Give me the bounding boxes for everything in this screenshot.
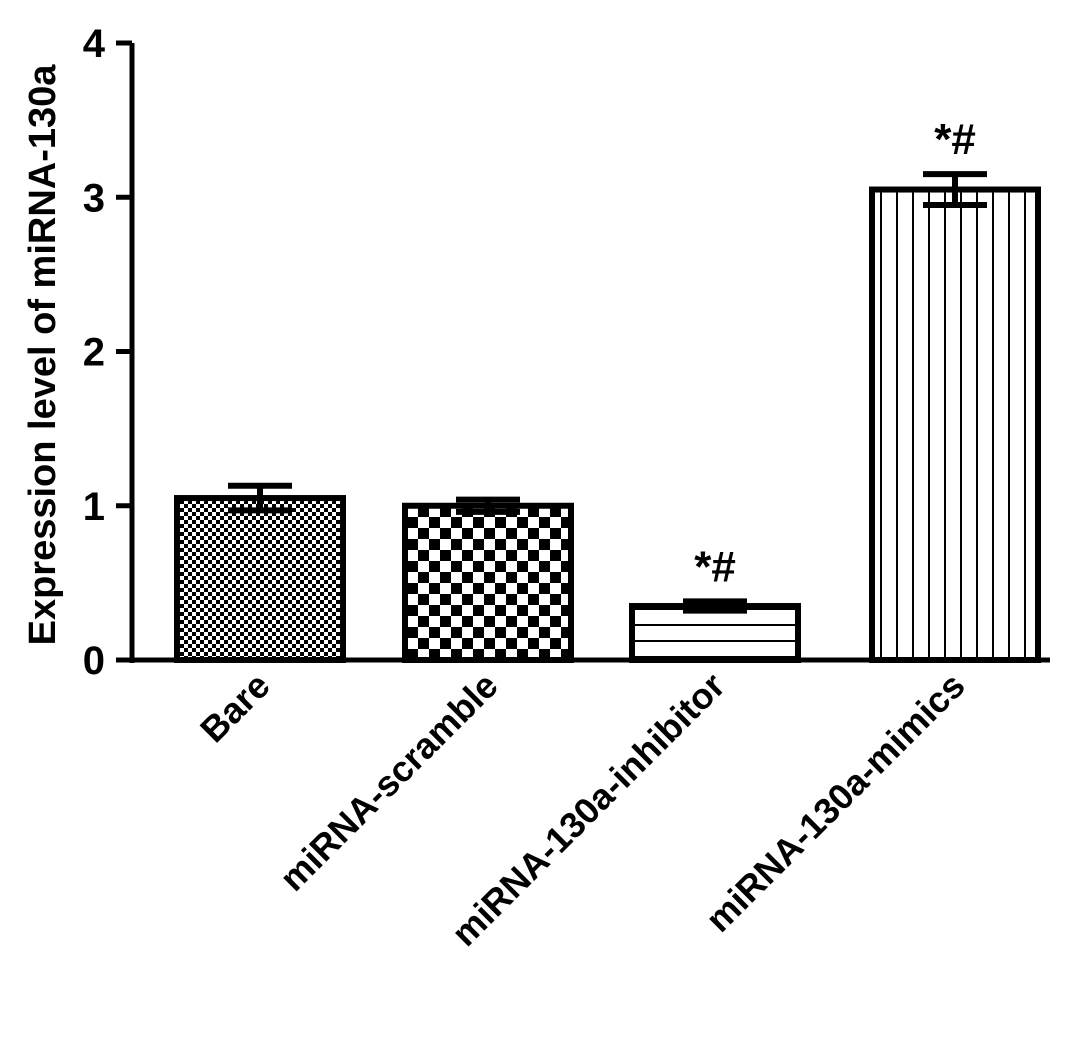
bar-mirna-130a-inhibitor bbox=[629, 603, 801, 664]
annotations-group: *# *# bbox=[694, 115, 976, 591]
y-axis-title: Expression level of miRNA-130a bbox=[22, 64, 64, 646]
y-tick-label: 3 bbox=[83, 176, 105, 220]
x-tick-label: miRNA-130a-mimics bbox=[697, 665, 972, 940]
error-bars-group bbox=[228, 171, 987, 614]
y-tick-label: 0 bbox=[83, 639, 105, 683]
significance-annotation: *# bbox=[934, 115, 976, 164]
y-tick-label: 2 bbox=[83, 331, 105, 375]
bar-bare bbox=[174, 495, 346, 663]
bars-group bbox=[174, 186, 1041, 664]
category-labels-group: BaremiRNA-scramblemiRNA-130a-inhibitormi… bbox=[192, 665, 973, 954]
y-tick-label: 1 bbox=[83, 485, 105, 529]
y-tick-label: 4 bbox=[83, 22, 106, 66]
x-tick-label: miRNA-scramble bbox=[272, 665, 506, 899]
significance-annotation: *# bbox=[694, 542, 736, 591]
bar-mirna-scramble bbox=[402, 502, 574, 663]
x-tick-label: Bare bbox=[192, 665, 278, 751]
y-axis: 0 1 2 3 4 bbox=[83, 22, 135, 683]
bar-mirna-130a-mimics bbox=[869, 186, 1041, 663]
